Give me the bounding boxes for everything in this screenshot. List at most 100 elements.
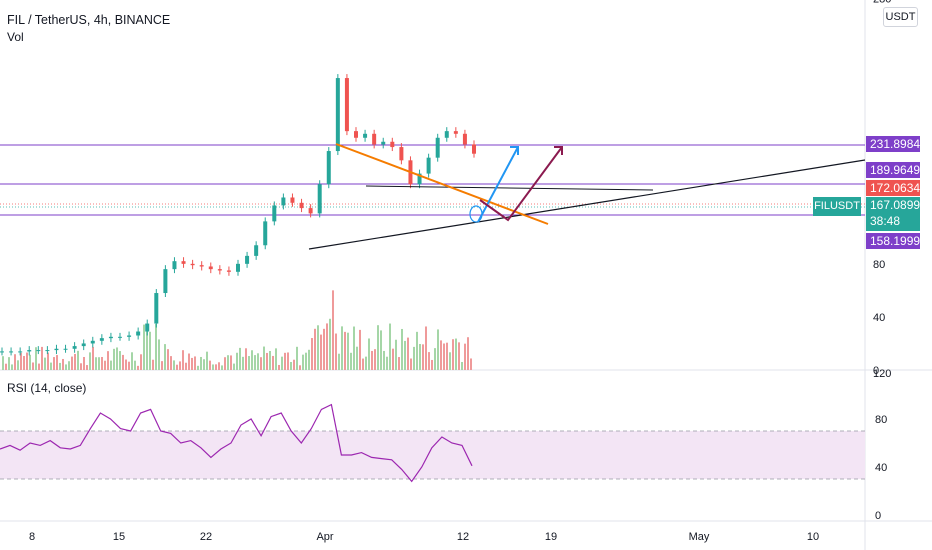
candle-body	[163, 269, 168, 294]
volume-bar	[8, 357, 10, 370]
time-tick-label: 8	[29, 531, 35, 543]
volume-bar	[425, 326, 427, 370]
volume-bar	[287, 352, 289, 370]
time-tick-label: May	[689, 531, 710, 543]
rsi-legend[interactable]: RSI (14, close)	[7, 381, 87, 395]
time-tick-label: Apr	[316, 531, 333, 543]
volume-bar	[143, 324, 145, 370]
volume-bar	[449, 352, 451, 370]
volume-bar	[146, 325, 148, 370]
volume-bar	[194, 356, 196, 370]
volume-bar	[56, 355, 58, 370]
candle-body	[99, 338, 104, 341]
volume-bar	[185, 362, 187, 370]
volume-bar	[437, 329, 439, 370]
level-badge-mid-value: 189.9649	[870, 163, 921, 177]
symbol-legend[interactable]: FIL / TetherUS, 4h, BINANCE	[7, 13, 171, 27]
candle-body	[90, 340, 95, 344]
time-tick-label: 10	[807, 531, 819, 543]
volume-bar	[407, 337, 409, 370]
level-badge-mid: 189.9649	[866, 162, 921, 178]
volume-bar	[440, 340, 442, 370]
volume-bar	[338, 353, 340, 370]
projection-arrowhead-maroon	[554, 146, 563, 155]
rsi-tick-label: 0	[875, 510, 881, 522]
volume-bar	[191, 357, 193, 370]
volume-bar	[140, 354, 142, 370]
support-value: 158.1999	[870, 234, 921, 248]
volume-bar	[77, 350, 79, 370]
volume-bar	[311, 338, 313, 370]
currency-button[interactable]: USDT	[883, 7, 918, 27]
volume-bar	[254, 355, 256, 370]
candle-body	[108, 336, 113, 339]
volume-bar	[443, 343, 445, 370]
volume-bar	[395, 339, 397, 370]
projection-arrow-maroon	[479, 146, 563, 222]
volume-bar	[182, 350, 184, 370]
volume-bar	[158, 339, 160, 370]
volume-bar	[44, 357, 46, 370]
candle-body	[9, 351, 14, 353]
volume-bar	[347, 332, 349, 370]
volume-bar	[314, 328, 316, 370]
volume-bar	[236, 352, 238, 370]
volume-bar	[251, 350, 253, 370]
volume-bar	[200, 356, 202, 370]
volume-bar	[434, 348, 436, 370]
volume-bar	[413, 346, 415, 370]
volume-bar	[116, 347, 118, 370]
volume-bar	[290, 361, 292, 370]
volume-bar	[113, 348, 115, 370]
volume-bar	[104, 360, 106, 370]
volume-bar	[170, 356, 172, 370]
volume-bar	[239, 347, 241, 370]
level-badge-upper-value: 231.8984	[870, 137, 921, 151]
projection-arrow-blue	[477, 146, 519, 223]
volume-bar	[38, 363, 40, 370]
candle-body	[281, 197, 286, 206]
volume-bar	[368, 338, 370, 370]
candle-body	[363, 133, 368, 138]
volume-bar	[350, 352, 352, 370]
volume-bar	[353, 326, 355, 370]
volume-bar	[5, 363, 7, 370]
volume-bar	[11, 364, 13, 370]
ascending-trendline	[308, 159, 866, 250]
volume-bar	[206, 351, 208, 370]
volume-bar	[428, 352, 430, 370]
volume-bar	[197, 365, 199, 370]
volume-bar	[71, 356, 73, 370]
volume-bar	[188, 353, 190, 370]
candle-body	[453, 131, 458, 134]
volume-bar	[260, 357, 262, 370]
volume-bar	[47, 352, 49, 370]
candle-body	[426, 157, 431, 174]
volume-bar	[422, 344, 424, 370]
time-tick-label: 12	[457, 531, 469, 543]
volume-bar	[17, 360, 19, 370]
volume-bar	[92, 346, 94, 370]
volume-bar	[164, 344, 166, 370]
support-badge: 158.1999	[866, 233, 921, 249]
volume-bar	[401, 328, 403, 370]
volume-bar	[119, 351, 121, 370]
candle-body	[299, 202, 304, 209]
volume-bar	[98, 357, 100, 370]
rsi-line	[0, 403, 473, 483]
volume-bar	[458, 342, 460, 370]
projection-arrowhead-blue	[510, 146, 519, 155]
high-price-badge: 172.0634	[866, 180, 921, 196]
volume-bar	[134, 360, 136, 370]
volume-bar	[386, 356, 388, 370]
volume-bar	[173, 360, 175, 370]
volume-bar	[455, 338, 457, 370]
volume-bar	[257, 353, 259, 370]
volume-bar	[419, 344, 421, 370]
volume-bar	[278, 364, 280, 370]
price-tick-label: 40	[873, 312, 885, 324]
volume-legend[interactable]: Vol	[7, 30, 24, 44]
candle-body	[199, 265, 204, 267]
price-tick-label: 280	[873, 0, 891, 5]
